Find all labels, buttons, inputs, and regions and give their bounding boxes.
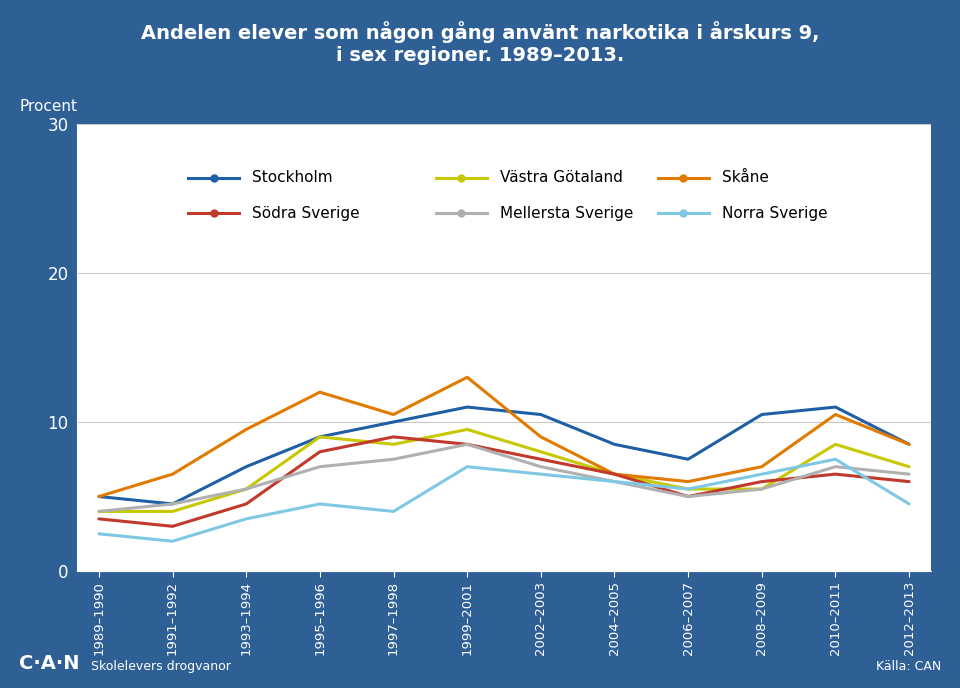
Text: Södra Sverige: Södra Sverige (252, 206, 360, 221)
Text: Andelen elever som någon gång använt narkotika i årskurs 9,
i sex regioner. 1989: Andelen elever som någon gång använt nar… (141, 21, 819, 65)
Text: Stockholm: Stockholm (252, 170, 332, 185)
Text: C·A·N: C·A·N (19, 654, 80, 673)
Text: Procent: Procent (19, 99, 77, 114)
Text: Skolelevers drogvanor: Skolelevers drogvanor (91, 660, 231, 673)
Text: Källa: CAN: Källa: CAN (876, 660, 941, 673)
Text: Skåne: Skåne (722, 170, 769, 185)
Text: Norra Sverige: Norra Sverige (722, 206, 828, 221)
Text: Mellersta Sverige: Mellersta Sverige (500, 206, 633, 221)
Text: Västra Götaland: Västra Götaland (500, 170, 623, 185)
